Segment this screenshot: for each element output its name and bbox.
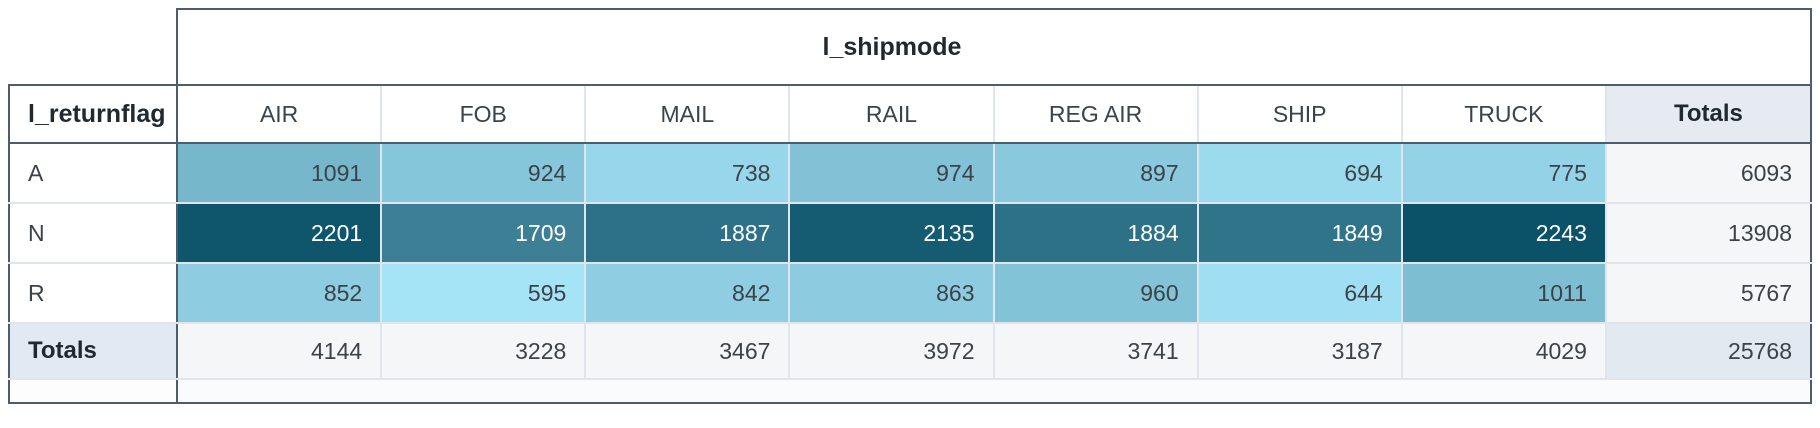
- column-total-cell[interactable]: 3228: [380, 322, 587, 380]
- heatmap-cell[interactable]: 897: [992, 142, 1199, 204]
- table-row-r: R 852 595 842 863 960 644 1011 5767: [7, 262, 1813, 324]
- row-dimension-header: l_returnflag: [7, 84, 179, 144]
- totals-row-label: Totals: [7, 322, 179, 380]
- column-total-cell[interactable]: 4029: [1400, 322, 1607, 380]
- heatmap-cell[interactable]: 644: [1196, 262, 1403, 324]
- column-dimension-band-cap: [1605, 8, 1813, 86]
- heatmap-cell[interactable]: 924: [380, 142, 587, 204]
- heatmap-cell[interactable]: 775: [1400, 142, 1607, 204]
- column-header-rail[interactable]: RAIL: [788, 84, 995, 144]
- column-header-reg-air[interactable]: REG AIR: [992, 84, 1199, 144]
- heatmap-cell[interactable]: 974: [788, 142, 995, 204]
- heatmap-cell[interactable]: 595: [380, 262, 587, 324]
- column-total-cell[interactable]: 3187: [1196, 322, 1403, 380]
- row-label-a: A: [7, 143, 179, 204]
- row-total-cell[interactable]: 13908: [1604, 203, 1813, 264]
- column-total-cell[interactable]: 3741: [992, 322, 1199, 380]
- column-header-row: l_returnflag AIR FOB MAIL RAIL REG AIR S…: [7, 84, 1813, 144]
- bottom-strip-row: [7, 379, 1812, 404]
- heatmap-cell[interactable]: 1887: [584, 202, 791, 264]
- heatmap-cell[interactable]: 960: [992, 262, 1199, 324]
- table-row-n: N 2201 1709 1887 2135 1884 1849 2243 139…: [7, 202, 1813, 264]
- column-total-cell[interactable]: 4144: [176, 322, 383, 380]
- grand-total-cell[interactable]: 25768: [1604, 322, 1813, 380]
- heatmap-cell[interactable]: 842: [584, 262, 791, 324]
- column-dimension-band: l_shipmode: [9, 8, 1813, 86]
- bottom-strip-right: [177, 379, 1812, 404]
- heatmap-cell[interactable]: 863: [788, 262, 995, 324]
- heatmap-cell[interactable]: 852: [176, 262, 383, 324]
- column-header-ship[interactable]: SHIP: [1196, 84, 1403, 144]
- column-dimension-header: l_shipmode: [176, 8, 1606, 86]
- row-label-r: R: [7, 263, 179, 324]
- totals-row: Totals 4144 3228 3467 3972 3741 3187 402…: [7, 322, 1813, 380]
- heatmap-cell[interactable]: 1884: [992, 202, 1199, 264]
- row-label-n: N: [7, 203, 179, 264]
- heatmap-cell[interactable]: 2201: [176, 202, 383, 264]
- totals-column-header: Totals: [1604, 84, 1813, 144]
- column-total-cell[interactable]: 3972: [788, 322, 995, 380]
- heatmap-cell[interactable]: 1709: [380, 202, 587, 264]
- table-row-a: A 1091 924 738 974 897 694 775 6093: [7, 142, 1813, 204]
- heatmap-cell[interactable]: 1011: [1400, 262, 1607, 324]
- corner-spacer: [9, 9, 178, 85]
- heatmap-cell[interactable]: 1849: [1196, 202, 1403, 264]
- heatmap-cell[interactable]: 2135: [788, 202, 995, 264]
- pivot-table: l_shipmode l_returnflag AIR FOB MAIL RAI…: [7, 8, 1813, 404]
- heatmap-cell[interactable]: 694: [1196, 142, 1403, 204]
- row-total-cell[interactable]: 5767: [1604, 263, 1813, 324]
- row-total-cell[interactable]: 6093: [1604, 143, 1813, 204]
- column-header-air[interactable]: AIR: [176, 84, 383, 144]
- heatmap-cell[interactable]: 2243: [1400, 202, 1607, 264]
- column-total-cell[interactable]: 3467: [584, 322, 791, 380]
- column-header-truck[interactable]: TRUCK: [1400, 84, 1607, 144]
- bottom-strip-left: [7, 379, 179, 404]
- heatmap-cell[interactable]: 738: [584, 142, 791, 204]
- column-header-fob[interactable]: FOB: [380, 84, 587, 144]
- column-header-mail[interactable]: MAIL: [584, 84, 791, 144]
- heatmap-cell[interactable]: 1091: [176, 142, 383, 204]
